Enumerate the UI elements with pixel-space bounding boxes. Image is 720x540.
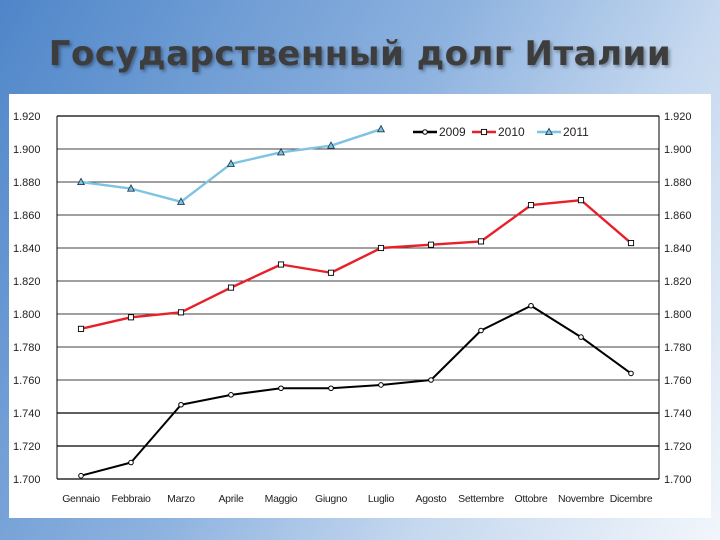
x-tick-label: Giugno (315, 493, 348, 505)
x-tick-label: Settembre (458, 493, 504, 505)
data-point-2011 (326, 141, 336, 149)
data-point-2010 (227, 284, 235, 291)
y-tick-label-right: 1.900 (664, 144, 692, 156)
data-point-2011 (276, 147, 286, 156)
data-point-2009 (528, 302, 534, 309)
legend-marker (422, 129, 428, 135)
legend-item-2010: 2010 (472, 125, 525, 139)
data-point-2010 (627, 239, 635, 247)
y-axis-left-ticks: 1.700 1.720 1.740 1.760 1.780 1.800 1.820 1.840… (13, 111, 41, 486)
legend-item-2011: 2011 (537, 125, 589, 139)
y-tick-label-right: 1.780 (664, 342, 692, 354)
data-point-2011 (176, 197, 186, 205)
series-line-2009 (80, 304, 632, 477)
x-tick-label: Aprile (218, 493, 244, 505)
data-point-2011 (76, 177, 86, 186)
x-tick-label: Luglio (368, 493, 395, 505)
y-tick-label-left: 1.800 (13, 309, 41, 321)
y-tick-label-left: 1.720 (13, 441, 41, 453)
data-point-2011 (126, 184, 136, 192)
y-tick-label-left: 1.820 (13, 276, 41, 288)
data-point-2011 (226, 159, 236, 167)
grid-lines (56, 115, 660, 480)
x-axis-ticks: Gennaio Febbraio Marzo Aprile Maggio Giugno Lu… (62, 493, 653, 505)
y-tick-label-right: 1.860 (664, 210, 692, 222)
x-tick-label: Maggio (265, 493, 298, 505)
y-tick-label-left: 1.700 (13, 474, 41, 486)
y-tick-label-right: 1.720 (664, 441, 692, 453)
y-tick-label-left: 1.780 (13, 342, 41, 354)
x-tick-label: Marzo (167, 493, 195, 505)
data-point-2009 (378, 382, 384, 388)
data-point-2010 (377, 244, 385, 252)
x-tick-label: Febbraio (111, 493, 151, 505)
data-point-2009 (228, 392, 234, 398)
y-tick-label-right: 1.800 (664, 309, 692, 321)
slide-title: Государственный долг Италии (48, 34, 672, 74)
data-point-2010 (127, 314, 135, 321)
y-axis-right-ticks: 1.700 1.720 1.740 1.760 1.780 1.800 1.820 1.840… (664, 111, 692, 486)
y-tick-label-right: 1.880 (664, 177, 692, 189)
y-tick-label-right: 1.920 (664, 111, 692, 123)
data-point-2009 (478, 327, 484, 334)
legend: 2009 2010 2011 (413, 125, 589, 139)
x-tick-label: Novembre (558, 493, 604, 505)
data-point-2009 (178, 401, 184, 408)
data-point-2010 (527, 202, 535, 209)
x-tick-label: Agosto (416, 493, 447, 505)
data-point-2009 (428, 377, 434, 383)
series-line-2010 (80, 198, 632, 331)
data-point-2010 (77, 325, 85, 332)
legend-item-2009: 2009 (413, 125, 466, 139)
data-point-2010 (427, 241, 435, 248)
series-2011 (76, 124, 386, 205)
y-tick-label-right: 1.760 (664, 375, 692, 387)
y-tick-label-right: 1.840 (664, 243, 692, 255)
line-chart: 1.700 1.720 1.740 1.760 1.780 1.800 1.820 1.840… (13, 111, 692, 505)
data-point-2010 (577, 197, 585, 204)
y-tick-label-right: 1.820 (664, 276, 692, 288)
data-point-2009 (628, 370, 634, 377)
data-point-2009 (78, 472, 84, 479)
legend-marker (480, 128, 488, 136)
legend-marker (544, 127, 554, 136)
y-tick-label-left: 1.900 (13, 144, 41, 156)
x-tick-label: Dicembre (610, 493, 653, 505)
data-point-2009 (578, 334, 584, 340)
x-tick-label: Gennaio (62, 493, 100, 505)
data-point-2010 (277, 261, 285, 268)
series-lines (76, 124, 635, 479)
data-point-2010 (477, 238, 485, 245)
legend-label: 2011 (563, 125, 589, 139)
data-point-2009 (278, 385, 284, 392)
data-point-2009 (128, 459, 134, 466)
y-tick-label-right: 1.740 (664, 408, 692, 420)
y-tick-label-right: 1.700 (664, 474, 692, 486)
data-point-2009 (328, 385, 334, 392)
legend-label: 2010 (498, 125, 525, 139)
y-tick-label-left: 1.840 (13, 243, 41, 255)
y-tick-label-left: 1.760 (13, 375, 41, 387)
data-point-2011 (376, 124, 386, 133)
y-tick-label-left: 1.740 (13, 408, 41, 420)
y-tick-label-left: 1.880 (13, 177, 41, 189)
y-tick-label-left: 1.860 (13, 210, 41, 222)
series-2009 (78, 302, 634, 479)
chart-panel: 1.700 1.720 1.740 1.760 1.780 1.800 1.820 1.840… (9, 94, 711, 518)
data-point-2010 (177, 309, 185, 316)
x-tick-label: Ottobre (515, 493, 548, 505)
data-point-2010 (327, 269, 335, 276)
y-tick-label-left: 1.920 (13, 111, 41, 123)
legend-label: 2009 (439, 125, 466, 139)
series-2010 (77, 197, 635, 332)
